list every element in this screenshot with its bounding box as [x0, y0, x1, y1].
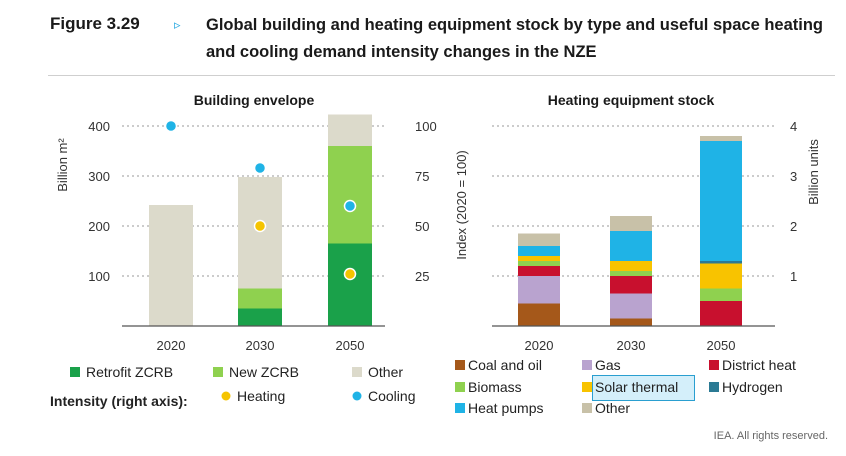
- figure-title: Global building and heating equipment st…: [206, 16, 823, 61]
- equipment-bar-gas: [610, 293, 652, 319]
- right-y-tick-label: 3: [790, 169, 797, 184]
- right-y-tick-label: 4: [790, 119, 797, 134]
- legend-label: Hydrogen: [722, 379, 783, 395]
- cooling-intensity-dot: [253, 161, 267, 175]
- left-y2-tick-label: 75: [415, 169, 429, 184]
- right-panel-title: Heating equipment stock: [548, 92, 715, 108]
- equipment-bar-heat-pumps: [700, 141, 742, 261]
- legend-swatch: [582, 360, 592, 370]
- legend-label: Coal and oil: [468, 357, 542, 373]
- legend-label: Heat pumps: [468, 400, 543, 416]
- legend-label: Heating: [237, 388, 285, 404]
- equipment-bar-other: [610, 216, 652, 231]
- legend-swatch: [582, 382, 592, 392]
- legend-swatch: [582, 403, 592, 413]
- credit-text: IEA. All rights reserved.: [713, 430, 828, 442]
- legend-label: Other: [368, 364, 403, 380]
- envelope-bar-retrofit-zcrb: [328, 243, 372, 326]
- equipment-bar-district-heat: [610, 276, 652, 294]
- equipment-bar-biomass: [700, 288, 742, 301]
- right-y-tick-label: 1: [790, 269, 797, 284]
- envelope-bar-retrofit-zcrb: [238, 308, 282, 326]
- equipment-bar-other: [518, 233, 560, 246]
- legend-label: Solar thermal: [595, 379, 678, 395]
- legend-label: New ZCRB: [229, 364, 299, 380]
- legend-label: Gas: [595, 357, 621, 373]
- legend-dot: [352, 391, 362, 401]
- legend-swatch: [455, 403, 465, 413]
- equipment-bar-biomass: [518, 261, 560, 266]
- intensity-legend-label: Intensity (right axis):: [50, 393, 188, 409]
- right-x-tick-label: 2050: [707, 338, 736, 353]
- left-x-tick-label: 2030: [246, 338, 275, 353]
- legend-dot: [221, 391, 231, 401]
- left-x-tick-label: 2020: [157, 338, 186, 353]
- left-x-tick-label: 2050: [336, 338, 365, 353]
- legend-swatch: [455, 382, 465, 392]
- equipment-bar-biomass: [610, 271, 652, 276]
- right-y-axis-label: Billion units: [806, 139, 821, 205]
- equipment-bar-solar-thermal: [518, 256, 560, 261]
- left-panel-title: Building envelope: [194, 92, 315, 108]
- legend-label: Biomass: [468, 379, 522, 395]
- equipment-bar-hydrogen: [700, 261, 742, 264]
- title-divider: [48, 75, 835, 76]
- equipment-bar-gas: [518, 276, 560, 304]
- left-y-tick-label: 200: [88, 219, 110, 234]
- equipment-bar-other: [700, 136, 742, 141]
- legend-swatch: [70, 367, 80, 377]
- equipment-bar-solar-thermal: [700, 263, 742, 289]
- selection-highlight[interactable]: [592, 375, 695, 401]
- cooling-intensity-dot: [164, 119, 178, 133]
- right-x-tick-label: 2020: [525, 338, 554, 353]
- envelope-bar-other: [328, 114, 372, 146]
- equipment-bar-heat-pumps: [518, 246, 560, 256]
- figure-arrow-icon: ▹: [174, 17, 181, 32]
- right-y-tick-label: 2: [790, 219, 797, 234]
- left-y-tick-label: 100: [88, 269, 110, 284]
- figure-label: Figure 3.29: [50, 14, 140, 33]
- heating-intensity-dot: [343, 267, 357, 281]
- cooling-intensity-dot: [343, 199, 357, 213]
- legend-swatch: [352, 367, 362, 377]
- left-y2-tick-label: 25: [415, 269, 429, 284]
- right-x-tick-label: 2030: [617, 338, 646, 353]
- left-y2-tick-label: 50: [415, 219, 429, 234]
- equipment-bar-coal-and-oil: [610, 318, 652, 326]
- left-y-tick-label: 400: [88, 119, 110, 134]
- envelope-bar-other: [238, 177, 282, 289]
- equipment-bar-solar-thermal: [610, 261, 652, 271]
- legend-label: Retrofit ZCRB: [86, 364, 173, 380]
- left-y-axis-label: Billion m²: [55, 138, 70, 192]
- left-y2-axis-label: Index (2020 = 100): [454, 150, 469, 260]
- left-y-tick-label: 300: [88, 169, 110, 184]
- left-y2-tick-label: 100: [415, 119, 437, 134]
- equipment-bar-coal-and-oil: [518, 303, 560, 326]
- equipment-bar-heat-pumps: [610, 231, 652, 261]
- envelope-bar-new-zcrb: [328, 146, 372, 244]
- legend-swatch: [709, 360, 719, 370]
- legend-label: Cooling: [368, 388, 415, 404]
- legend-label: District heat: [722, 357, 796, 373]
- envelope-bar-new-zcrb: [238, 288, 282, 309]
- legend-swatch: [709, 382, 719, 392]
- legend-label: Other: [595, 400, 630, 416]
- equipment-bar-district-heat: [700, 301, 742, 326]
- equipment-bar-district-heat: [518, 266, 560, 276]
- legend-swatch: [455, 360, 465, 370]
- heating-intensity-dot: [253, 219, 267, 233]
- envelope-bar-other: [149, 205, 193, 326]
- legend-swatch: [213, 367, 223, 377]
